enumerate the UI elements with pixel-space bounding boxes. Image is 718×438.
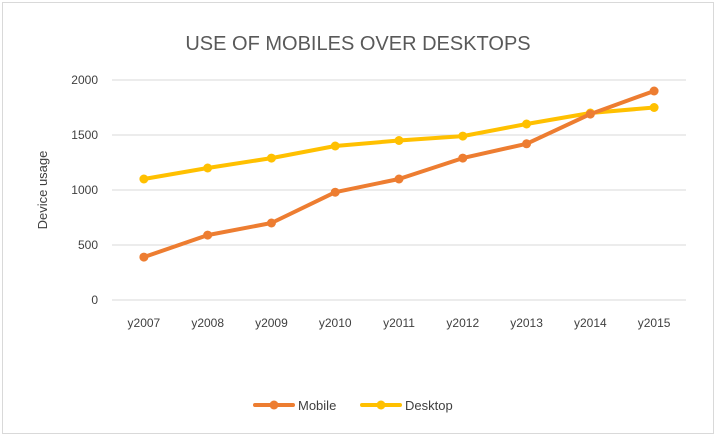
data-point-desktop xyxy=(139,174,149,184)
gridlines xyxy=(112,79,686,301)
data-point-desktop xyxy=(203,163,213,173)
x-axis-ticks: y2007 y2008 y2009 y2010 y2011 y2012 y2013 y2014… xyxy=(128,316,671,330)
chart-title: USE OF MOBILES OVER DESKTOPS xyxy=(185,33,530,55)
x-tick-label: y2011 xyxy=(383,316,415,330)
x-tick-label: y2014 xyxy=(574,316,607,330)
data-point-mobile xyxy=(649,86,659,96)
series-desktop xyxy=(139,103,659,184)
y-tick-label: 1000 xyxy=(71,183,98,197)
x-tick-label: y2015 xyxy=(638,316,671,330)
x-tick-label: y2007 xyxy=(128,316,161,330)
series-layer xyxy=(139,86,659,262)
data-point-desktop xyxy=(458,131,468,141)
data-point-desktop xyxy=(394,136,404,145)
legend-swatch-marker xyxy=(269,400,279,410)
data-point-mobile xyxy=(458,153,468,163)
y-axis-label: Device usage xyxy=(35,151,50,230)
data-point-mobile xyxy=(266,218,276,228)
data-point-desktop xyxy=(266,153,276,163)
data-point-mobile xyxy=(585,109,595,119)
data-point-mobile xyxy=(522,139,532,149)
legend-label: Mobile xyxy=(298,398,336,413)
data-point-mobile xyxy=(330,187,340,197)
legend-item-mobile: Mobile xyxy=(253,398,336,413)
data-point-mobile xyxy=(139,252,149,262)
x-tick-label: y2009 xyxy=(255,316,288,330)
y-tick-label: 0 xyxy=(91,293,98,307)
x-tick-label: y2012 xyxy=(446,316,479,330)
legend: Mobile Desktop xyxy=(253,398,453,413)
series-mobile xyxy=(139,86,659,262)
data-point-desktop xyxy=(330,141,340,151)
x-tick-label: y2013 xyxy=(510,316,543,330)
legend-item-desktop: Desktop xyxy=(360,398,453,413)
data-point-mobile xyxy=(394,174,404,184)
legend-label: Desktop xyxy=(405,398,453,413)
data-point-desktop xyxy=(649,103,659,112)
x-tick-label: y2010 xyxy=(319,316,352,330)
y-tick-label: 2000 xyxy=(71,73,98,87)
chart-frame xyxy=(2,2,714,434)
y-tick-label: 1500 xyxy=(71,128,98,142)
data-point-desktop xyxy=(522,119,532,129)
data-point-mobile xyxy=(203,230,213,240)
x-tick-label: y2008 xyxy=(191,316,224,330)
y-axis-ticks: 0 500 1000 1500 2000 xyxy=(71,73,98,307)
legend-swatch-marker xyxy=(376,400,386,410)
y-tick-label: 500 xyxy=(78,238,98,252)
